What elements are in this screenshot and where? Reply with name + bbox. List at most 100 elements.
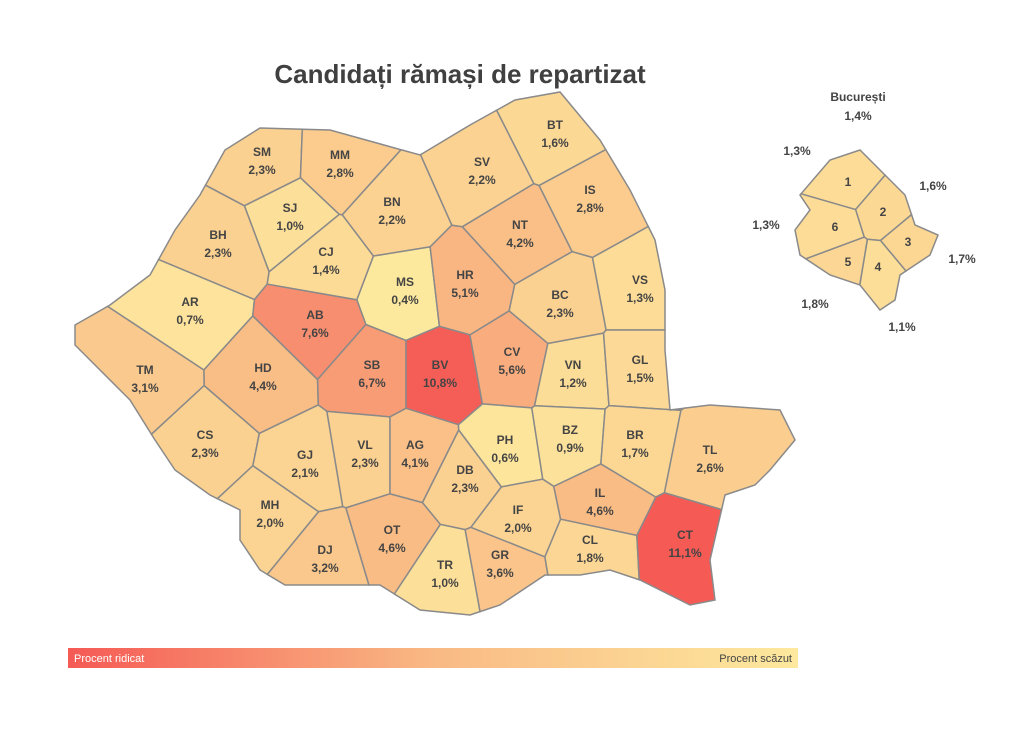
- county-value: 1,0%: [276, 219, 304, 233]
- county-value: 2,3%: [248, 163, 276, 177]
- legend-low: Procent scăzut: [719, 653, 792, 665]
- county-value: 2,3%: [546, 306, 574, 320]
- county-value: 2,8%: [576, 201, 604, 215]
- county-value: 1,0%: [431, 576, 459, 590]
- county-code: SV: [474, 155, 490, 169]
- county-code: CT: [677, 528, 694, 542]
- county-code: TR: [437, 558, 453, 572]
- inset-total: 1,4%: [844, 109, 872, 123]
- county-code: MM: [330, 148, 350, 162]
- county-value: 5,1%: [451, 286, 479, 300]
- county-code: VL: [357, 438, 372, 452]
- sector-value: 1,3%: [752, 218, 780, 232]
- county-code: AR: [181, 295, 199, 309]
- county-code: DJ: [317, 543, 332, 557]
- county-value: 2,6%: [696, 461, 724, 475]
- sector-value: 1,1%: [888, 320, 916, 334]
- county-value: 0,9%: [556, 441, 584, 455]
- county-value: 7,6%: [301, 326, 329, 340]
- county-code: GJ: [297, 448, 313, 462]
- county-code: SM: [253, 145, 271, 159]
- county-value: 3,2%: [311, 561, 339, 575]
- county-code: BH: [209, 228, 226, 242]
- county-value: 5,6%: [498, 363, 526, 377]
- county-value: 3,1%: [131, 381, 159, 395]
- sector-value: 1,3%: [783, 144, 811, 158]
- county-value: 3,6%: [486, 566, 514, 580]
- county-value: 4,6%: [378, 541, 406, 555]
- county-value: 10,8%: [423, 376, 457, 390]
- county-value: 2,0%: [256, 516, 284, 530]
- county-code: CV: [504, 345, 521, 359]
- county-code: MS: [396, 275, 414, 289]
- county-code: CJ: [318, 245, 333, 259]
- sector-number: 6: [832, 220, 839, 234]
- inset-title: București: [830, 90, 885, 104]
- county-code: BN: [383, 195, 400, 209]
- sector-number: 2: [880, 205, 887, 219]
- county-code: BT: [547, 118, 564, 132]
- region: [544, 518, 641, 581]
- county-code: TL: [703, 443, 718, 457]
- county-value: 1,2%: [559, 376, 587, 390]
- county-value: 0,6%: [491, 451, 519, 465]
- county-code: SB: [364, 358, 381, 372]
- county-value: 1,7%: [621, 446, 649, 460]
- romania-map: SM 2,3% MM 2,8% BT 1,6% SV 2,2% SJ 1,0% BN 2,2% IS 2,…: [74, 91, 796, 616]
- sector-number: 3: [905, 235, 912, 249]
- county-value: 1,5%: [626, 371, 654, 385]
- county-value: 11,1%: [668, 546, 702, 560]
- sector-value: 1,8%: [801, 297, 829, 311]
- county-code: VS: [632, 273, 648, 287]
- county-value: 2,2%: [378, 213, 406, 227]
- region: [216, 464, 320, 576]
- county-value: 4,1%: [401, 456, 429, 470]
- map-title: Candidați rămași de repartizat: [274, 59, 646, 89]
- county-value: 2,2%: [468, 173, 496, 187]
- county-value: 4,2%: [506, 236, 534, 250]
- county-code: MH: [261, 498, 280, 512]
- county-code: AB: [306, 308, 324, 322]
- county-code: IF: [513, 503, 524, 517]
- county-code: CS: [197, 428, 214, 442]
- legend-bar: [68, 648, 798, 668]
- county-code: VN: [565, 358, 582, 372]
- sector-number: 1: [845, 175, 852, 189]
- county-value: 4,4%: [249, 379, 277, 393]
- county-value: 2,3%: [451, 481, 479, 495]
- county-value: 0,4%: [391, 293, 419, 307]
- region: [636, 491, 723, 606]
- county-code: DB: [456, 463, 474, 477]
- county-code: NT: [512, 218, 529, 232]
- county-code: CL: [582, 533, 598, 547]
- county-code: OT: [384, 523, 401, 537]
- county-value: 2,3%: [204, 246, 232, 260]
- county-code: BR: [626, 428, 644, 442]
- region: [794, 192, 866, 260]
- county-code: BV: [432, 358, 449, 372]
- county-code: BC: [551, 288, 569, 302]
- legend-high: Procent ridicat: [74, 653, 144, 665]
- county-value: 2,3%: [191, 446, 219, 460]
- county-value: 1,8%: [576, 551, 604, 565]
- sector-number: 4: [875, 260, 882, 274]
- county-code: GL: [632, 353, 649, 367]
- county-value: 2,3%: [351, 456, 379, 470]
- county-code: HD: [254, 361, 272, 375]
- region: [663, 404, 796, 511]
- county-value: 2,0%: [504, 521, 532, 535]
- county-value: 2,1%: [291, 466, 319, 480]
- county-code: SJ: [283, 201, 298, 215]
- county-code: IL: [595, 486, 606, 500]
- sector-value: 1,7%: [948, 252, 976, 266]
- region: [344, 493, 442, 596]
- county-code: PH: [497, 433, 514, 447]
- county-value: 4,6%: [586, 504, 614, 518]
- county-code: TM: [136, 363, 153, 377]
- county-value: 0,7%: [176, 313, 204, 327]
- county-value: 6,7%: [358, 376, 386, 390]
- county-value: 2,8%: [326, 166, 354, 180]
- county-code: BZ: [562, 423, 578, 437]
- county-code: IS: [584, 183, 595, 197]
